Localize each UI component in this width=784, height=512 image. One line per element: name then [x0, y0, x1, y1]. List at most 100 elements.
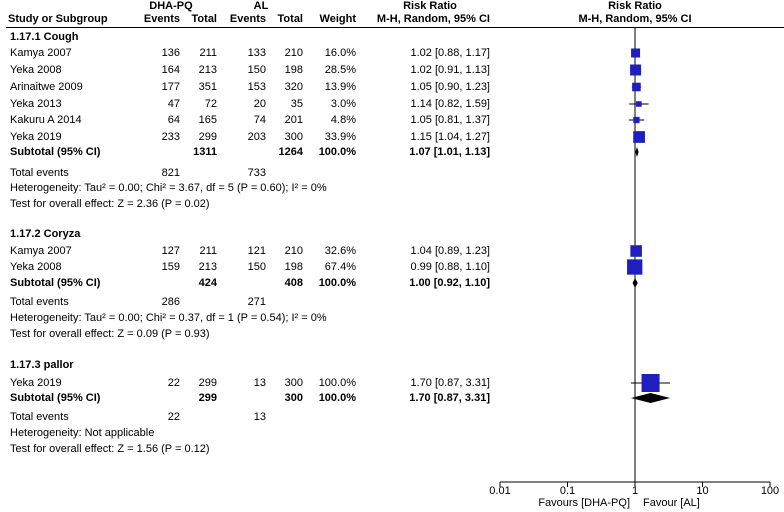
- x-tick-label: 0.01: [489, 485, 511, 497]
- events1: 233: [161, 131, 180, 143]
- rr-plot-header: Risk Ratio: [608, 0, 662, 12]
- events1: 159: [161, 261, 180, 273]
- total2: 198: [284, 261, 303, 273]
- subtotal-weight: 100.0%: [318, 392, 356, 404]
- events1: 127: [161, 245, 180, 257]
- events2: 153: [247, 81, 266, 93]
- subtotal-total2: 408: [284, 277, 303, 289]
- subtotal-weight: 100.0%: [318, 277, 356, 289]
- risk-ratio-ci: 1.02 [0.88, 1.17]: [410, 47, 490, 59]
- study-effect-square: [632, 82, 641, 92]
- total1: 165: [198, 114, 217, 126]
- total2: 300: [284, 377, 303, 389]
- x-tick-label: 100: [760, 485, 780, 497]
- total-events-label: Total events: [10, 296, 69, 308]
- events1: 64: [167, 114, 180, 126]
- events2: 121: [247, 245, 266, 257]
- study-column-header: Study or Subgroup: [8, 13, 108, 25]
- study-name: Kamya 2007: [10, 47, 72, 59]
- favours-left-label: Favours [DHA-PQ]: [538, 497, 630, 509]
- total1: 213: [198, 261, 217, 273]
- total2: 300: [284, 131, 303, 143]
- study-effect-square: [630, 245, 642, 257]
- weight: 33.9%: [324, 131, 356, 143]
- events1: 22: [167, 377, 180, 389]
- study-effect-square: [636, 101, 642, 107]
- subgroup-title: 1.17.2 Coryza: [10, 228, 81, 240]
- header-rule: [6, 27, 784, 28]
- weight-header: Weight: [319, 13, 356, 25]
- total1: 299: [198, 131, 217, 143]
- study-name: Yeka 2013: [10, 98, 62, 110]
- risk-ratio-ci: 1.02 [0.91, 1.13]: [410, 64, 490, 76]
- subtotal-total2: 1264: [278, 146, 303, 158]
- subtotal-weight: 100.0%: [318, 146, 356, 158]
- weight: 16.0%: [324, 47, 356, 59]
- risk-ratio-ci: 0.99 [0.88, 1.10]: [410, 261, 490, 273]
- total1: 351: [198, 81, 217, 93]
- study-name: Kakuru A 2014: [10, 114, 82, 126]
- study-name: Kamya 2007: [10, 245, 72, 257]
- weight: 28.5%: [324, 64, 356, 76]
- risk-ratio-ci: 1.04 [0.89, 1.23]: [410, 245, 490, 257]
- subtotal-label: Subtotal (95% CI): [10, 392, 101, 404]
- total1: 211: [199, 47, 217, 59]
- total-events1: 286: [161, 296, 180, 308]
- total-events1: 821: [161, 167, 180, 179]
- group2-header: AL: [253, 0, 269, 12]
- x-tick-label: 10: [696, 485, 709, 497]
- subtotal-label: Subtotal (95% CI): [10, 146, 101, 158]
- total1: 211: [199, 245, 217, 257]
- study-name: Yeka 2019: [10, 377, 62, 389]
- total1-header: Total: [191, 13, 217, 25]
- total2: 198: [284, 64, 303, 76]
- events2: 20: [253, 98, 266, 110]
- study-name: Yeka 2008: [10, 64, 62, 76]
- weight: 67.4%: [324, 261, 356, 273]
- subtotal-total1: 299: [198, 392, 217, 404]
- total-events2: 271: [247, 296, 266, 308]
- heterogeneity-text: Heterogeneity: Not applicable: [10, 427, 155, 439]
- total2: 35: [290, 98, 303, 110]
- events2: 150: [247, 64, 266, 76]
- risk-ratio-ci: 1.70 [0.87, 3.31]: [410, 377, 490, 389]
- study-effect-square: [627, 259, 643, 275]
- events1: 164: [161, 64, 180, 76]
- pooled-effect-diamond: [630, 393, 671, 403]
- method-header: M-H, Random, 95% CI: [376, 13, 490, 25]
- subtotal-total1: 424: [198, 277, 217, 289]
- total1: 299: [198, 377, 217, 389]
- events1: 177: [161, 81, 180, 93]
- events2-header: Events: [229, 13, 266, 25]
- study-effect-square: [630, 64, 642, 76]
- weight: 32.6%: [324, 245, 356, 257]
- total1: 213: [198, 64, 217, 76]
- study-effect-square: [641, 374, 660, 392]
- events1-header: Events: [143, 13, 180, 25]
- events1: 47: [167, 98, 180, 110]
- total2-header: Total: [277, 13, 303, 25]
- group1-header: DHA-PQ: [149, 0, 193, 12]
- study-name: Arinaitwe 2009: [10, 81, 83, 93]
- risk-ratio-ci: 1.14 [0.82, 1.59]: [410, 98, 490, 110]
- x-tick-label: 0.1: [559, 485, 576, 497]
- total2: 320: [284, 81, 303, 93]
- events2: 13: [253, 377, 266, 389]
- events2: 133: [247, 47, 266, 59]
- study-effect-square: [633, 116, 640, 124]
- study-name: Yeka 2008: [10, 261, 62, 273]
- subtotal-ci: 1.07 [1.01, 1.13]: [409, 146, 490, 158]
- total-events2: 733: [247, 167, 266, 179]
- subtotal-total2: 300: [284, 392, 303, 404]
- total1: 72: [204, 98, 217, 110]
- method-plot-header: M-H, Random, 95% CI: [578, 13, 692, 25]
- heterogeneity-text: Heterogeneity: Tau² = 0.00; Chi² = 3.67,…: [10, 182, 327, 194]
- x-tick-label: 1: [631, 485, 639, 497]
- total-events1: 22: [167, 411, 180, 423]
- subgroup-title: 1.17.3 pallor: [10, 359, 74, 371]
- weight: 100.0%: [318, 377, 356, 389]
- subgroup-title: 1.17.1 Cough: [10, 31, 79, 43]
- favours-right-label: Favour [AL]: [643, 497, 700, 509]
- events1: 136: [161, 47, 180, 59]
